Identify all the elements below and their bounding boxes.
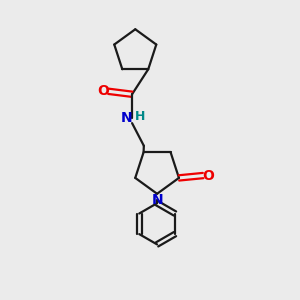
Text: H: H — [135, 110, 146, 123]
Text: N: N — [151, 193, 163, 207]
Text: N: N — [120, 111, 132, 125]
Text: O: O — [97, 84, 109, 98]
Text: O: O — [202, 169, 214, 183]
